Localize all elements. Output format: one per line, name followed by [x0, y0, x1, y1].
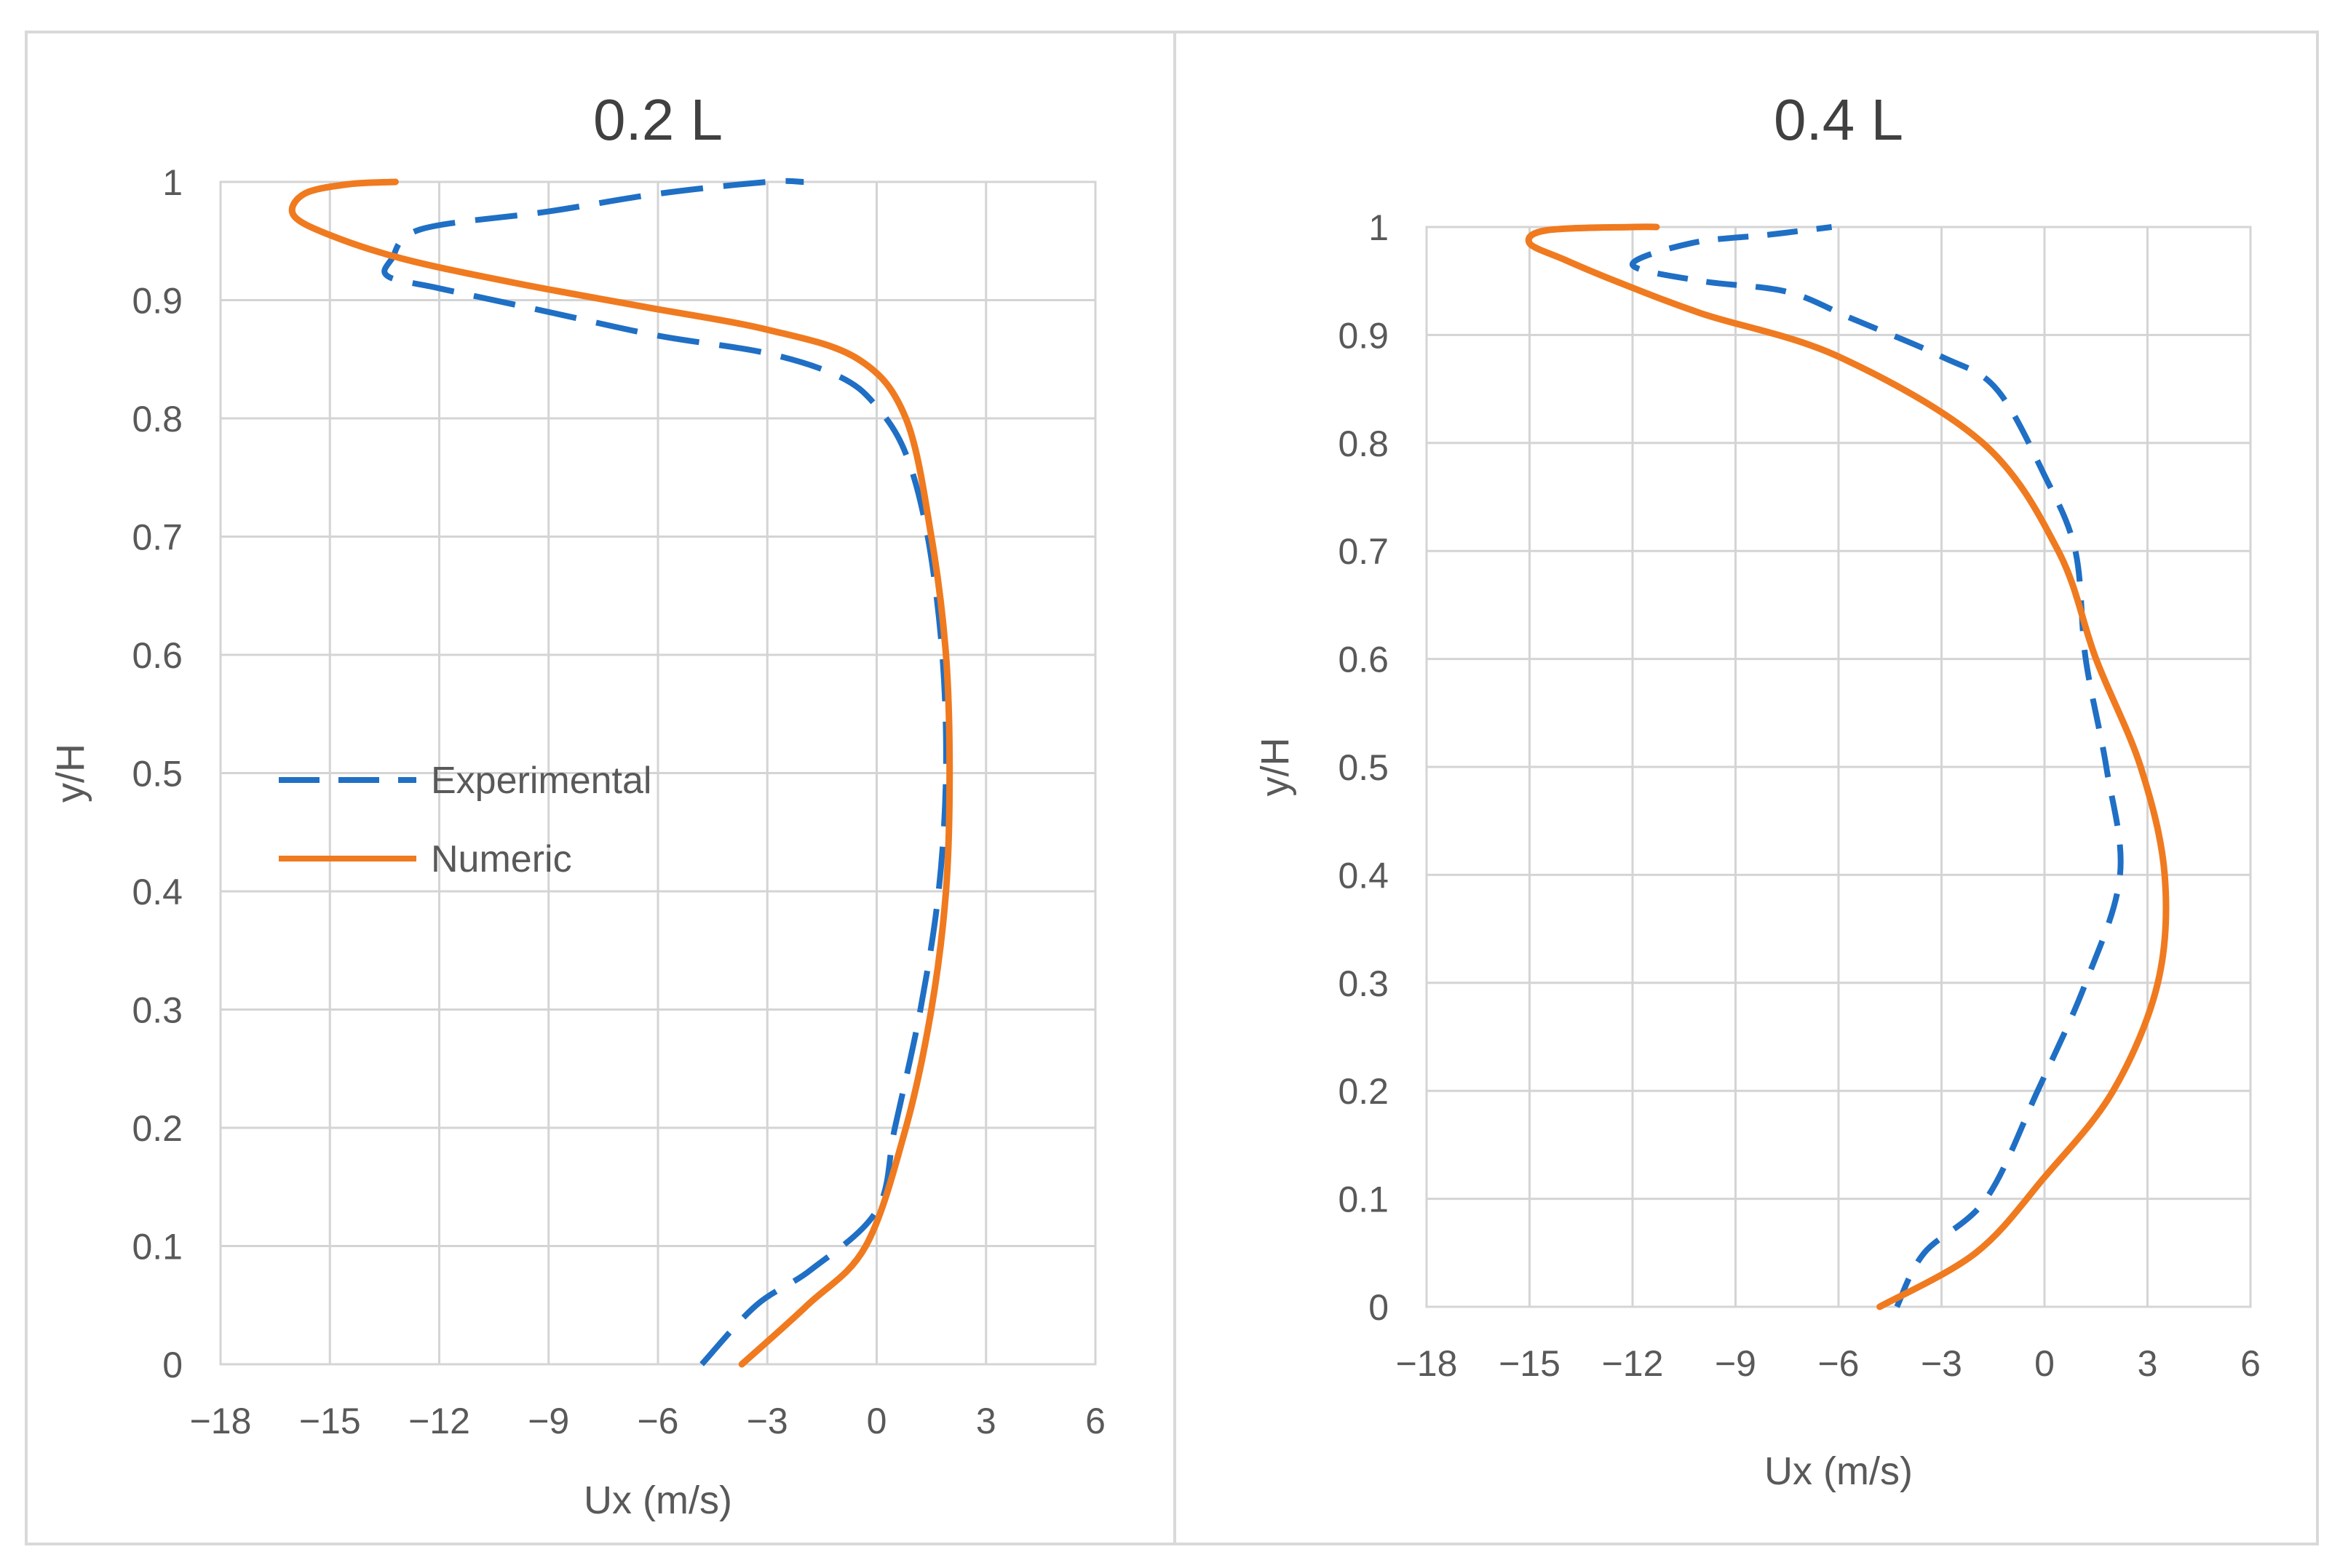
chart-title: 0.2 L [593, 87, 723, 152]
y-tick-label: 0.3 [132, 990, 183, 1031]
plot-grid [1425, 226, 2252, 1308]
y-tick-label: 0.1 [1338, 1179, 1389, 1220]
x-tick-label: −6 [1817, 1343, 1859, 1384]
y-tick-label: 0 [1368, 1287, 1389, 1328]
x-tick-label: −18 [190, 1401, 252, 1441]
y-tick-label: 1 [1368, 207, 1389, 248]
x-tick-label: −6 [637, 1401, 678, 1441]
x-tick-label: 6 [1085, 1401, 1106, 1441]
x-tick-label: 6 [2240, 1343, 2261, 1384]
y-tick-label: 0.1 [132, 1227, 183, 1267]
chart-panel-0.2L: −18 −15 −12 −9 −6 −3 0 3 6 0 0.1 0.2 0.3 0.4 0.5 0.6 0.7… [25, 31, 1176, 1545]
y-tick-label: 0.9 [132, 281, 183, 322]
y-tick-label: 0.9 [1338, 315, 1389, 356]
chart-panel-0.4L: −18 −15 −12 −9 −6 −3 0 3 6 0 0.1 0.2 0.3 0.4 0.5 0.6 0.7… [1173, 31, 2319, 1545]
y-tick-label: 1 [162, 162, 183, 203]
legend-label-numeric: Numeric [431, 838, 572, 880]
series-line-numeric [288, 178, 953, 1368]
y-tick-label: 0.8 [1338, 423, 1389, 464]
x-tick-label: −9 [528, 1401, 569, 1441]
plot-area-border [219, 180, 1097, 1366]
y-tick-label: 0.4 [132, 872, 183, 912]
chart-title: 0.4 L [1774, 87, 1903, 152]
y-tick-label: 0.8 [132, 399, 183, 439]
y-tick-label: 0.2 [1338, 1071, 1389, 1112]
panel-frame [1173, 31, 2319, 1545]
tick-labels: −18 −15 −12 −9 −6 −3 0 3 6 0 0.1 0.2 0.3 0.4 0.5 0.6 0.7… [132, 162, 1105, 1441]
x-tick-label: 3 [2138, 1343, 2158, 1384]
y-tick-label: 0.5 [1338, 747, 1389, 788]
x-tick-label: 0 [867, 1401, 887, 1441]
tick-labels: −18 −15 −12 −9 −6 −3 0 3 6 0 0.1 0.2 0.3 0.4 0.5 0.6 0.7… [1338, 207, 2260, 1384]
series-line-experimental [381, 178, 949, 1366]
x-tick-label: −3 [747, 1401, 788, 1441]
y-tick-label: 0.4 [1338, 855, 1389, 896]
y-tick-label: 0.7 [1338, 531, 1389, 572]
x-axis-label: Ux (m/s) [584, 1479, 732, 1522]
series-line-numeric [1525, 223, 2170, 1310]
y-tick-label: 0.6 [132, 635, 183, 676]
x-axis-label: Ux (m/s) [1764, 1449, 1913, 1493]
y-axis-label: y/H [1253, 738, 1297, 797]
x-tick-label: −12 [408, 1401, 470, 1441]
y-tick-label: 0.2 [132, 1108, 183, 1149]
x-tick-label: −12 [1602, 1343, 1664, 1384]
plot-grid [219, 180, 1097, 1366]
legend: Experimental Numeric [279, 760, 651, 880]
series-line-experimental [1630, 224, 2124, 1308]
x-tick-label: −18 [1396, 1343, 1458, 1384]
panel-frame [25, 31, 1176, 1545]
y-tick-label: 0.6 [1338, 640, 1389, 680]
x-tick-label: 3 [976, 1401, 996, 1441]
y-tick-label: 0.7 [132, 517, 183, 558]
series-layer [1525, 223, 2170, 1310]
x-tick-label: −3 [1921, 1343, 1962, 1384]
legend-label-experimental: Experimental [431, 760, 651, 802]
series-layer [288, 178, 953, 1368]
y-tick-label: 0.5 [132, 754, 183, 795]
x-tick-label: −9 [1715, 1343, 1756, 1384]
x-tick-label: −15 [1499, 1343, 1560, 1384]
y-axis-label: y/H [49, 744, 92, 803]
y-tick-label: 0 [162, 1345, 183, 1385]
x-tick-label: −15 [299, 1401, 361, 1441]
plot-area-border [1425, 226, 2252, 1308]
x-tick-label: 0 [2034, 1343, 2055, 1384]
y-tick-label: 0.3 [1338, 963, 1389, 1004]
